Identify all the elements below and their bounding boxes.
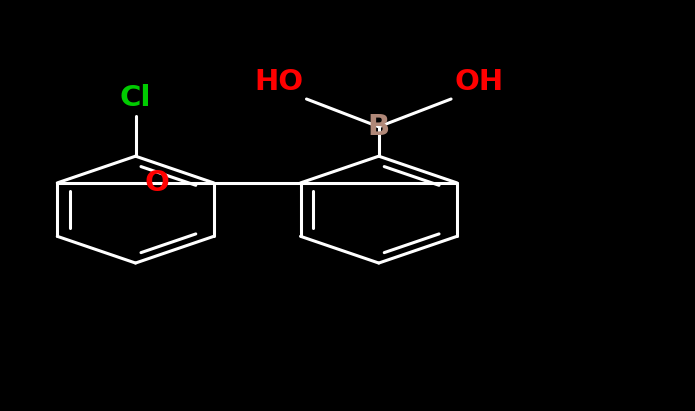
Text: Cl: Cl bbox=[120, 84, 152, 112]
Text: OH: OH bbox=[455, 68, 504, 96]
Text: O: O bbox=[145, 169, 170, 197]
Text: HO: HO bbox=[254, 68, 303, 96]
Text: B: B bbox=[368, 113, 390, 141]
